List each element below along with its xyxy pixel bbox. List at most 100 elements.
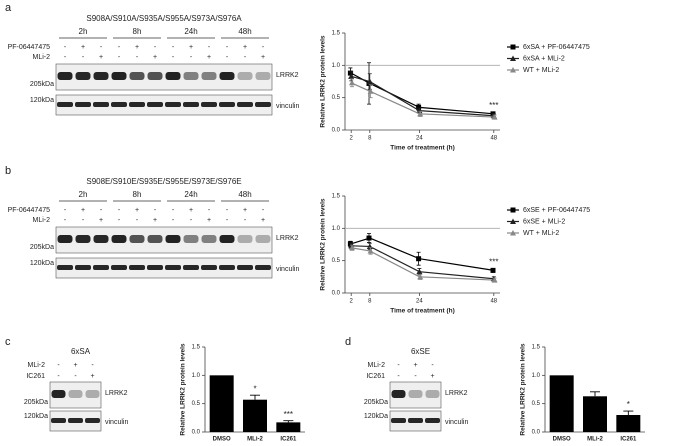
band	[57, 102, 73, 107]
series-line	[351, 75, 494, 117]
y-tick-label: 0.5	[532, 401, 541, 407]
band	[111, 235, 127, 243]
sign: -	[82, 217, 85, 224]
blot-lrrk2	[55, 63, 273, 91]
point	[367, 88, 374, 94]
x-tick-label: 48	[490, 136, 497, 142]
panel-label: c	[5, 336, 11, 348]
blot-vinculin	[55, 94, 273, 116]
error-bar	[283, 420, 294, 423]
band	[255, 235, 271, 243]
legend-marker	[510, 55, 516, 61]
band	[219, 102, 235, 107]
blot-title: S908A/S910A/S935A/S955A/S973A/S976A	[86, 14, 242, 23]
sign: -	[172, 54, 175, 61]
band	[183, 235, 199, 243]
sign: -	[91, 362, 94, 369]
sign: -	[118, 54, 121, 61]
y-tick-label: 1.5	[332, 194, 341, 200]
band	[57, 235, 73, 243]
y-tick-label: 1.0	[332, 226, 341, 232]
sign: -	[244, 54, 247, 61]
sign: -	[57, 362, 60, 369]
point	[491, 277, 498, 283]
y-tick-label: 1.0	[192, 373, 201, 379]
marker-label: 120kDa	[364, 413, 388, 420]
band-label: LRRK2	[105, 390, 128, 397]
blot-title: 6xSE	[411, 347, 430, 356]
sign: +	[189, 44, 193, 51]
time-label: 2h	[79, 190, 88, 199]
band	[75, 265, 91, 270]
band-label: vinculin	[445, 419, 468, 426]
x-tick-label: IC261	[620, 437, 637, 443]
band	[391, 418, 406, 423]
row-label: MLi-2	[367, 362, 385, 369]
x-tick-label: MLi-2	[247, 437, 263, 443]
band	[75, 72, 91, 80]
band	[93, 235, 109, 243]
y-tick-label: 1.5	[192, 345, 201, 351]
sign: +	[207, 54, 211, 61]
y-axis-label: Relative LRRK2 protein levels	[520, 343, 527, 435]
sign: -	[172, 207, 175, 214]
band-label: vinculin	[276, 266, 299, 273]
band	[129, 102, 145, 107]
panel-label: b	[5, 165, 11, 177]
y-axis-label: Relative LRRK2 protein levels	[320, 198, 327, 290]
sign: -	[208, 44, 211, 51]
band	[183, 102, 199, 107]
panel: b S908E/S910E/S935E/S955E/S973E/S976E 2h 8h…	[5, 165, 590, 315]
sign: -	[64, 54, 67, 61]
sign: -	[118, 44, 121, 51]
annotation: ***	[489, 258, 498, 267]
point	[416, 104, 422, 110]
blot-title: 6xSA	[71, 347, 91, 356]
bar	[616, 415, 641, 432]
band-label: LRRK2	[445, 390, 468, 397]
annotation: ***	[284, 410, 293, 419]
sign: -	[226, 44, 229, 51]
sign: -	[431, 362, 434, 369]
sign: -	[262, 207, 265, 214]
time-label: 48h	[238, 190, 251, 199]
y-tick-label: 1.0	[332, 63, 341, 69]
band	[147, 72, 163, 80]
marker-label: 205kDa	[30, 81, 54, 88]
band	[165, 265, 181, 270]
y-axis-label: Relative LRRK2 protein levels	[320, 35, 327, 127]
marker-label: 120kDa	[24, 413, 48, 420]
band	[147, 265, 163, 270]
band	[391, 390, 406, 398]
sign: -	[64, 207, 67, 214]
row-label: PF-06447475	[8, 207, 51, 214]
y-tick-label: 0.5	[332, 95, 341, 101]
band	[129, 265, 145, 270]
band	[255, 265, 271, 270]
y-tick-label: 0.0	[332, 291, 341, 297]
legend-label: 6xSA + PF-06447475	[523, 44, 590, 51]
x-tick-label: 24	[416, 299, 423, 305]
panel: d 6xSE MLi-2 - + - IC261 - - +205kDa 120kDa LRRK2 vi…	[345, 336, 645, 443]
band	[129, 235, 145, 243]
y-tick-label: 1.5	[332, 31, 341, 37]
point	[347, 241, 353, 247]
sign: -	[100, 44, 103, 51]
y-tick-label: 0.0	[532, 430, 541, 436]
sign: +	[99, 54, 103, 61]
sign: -	[244, 217, 247, 224]
sign: +	[261, 217, 265, 224]
x-tick-label: 2	[350, 136, 354, 142]
error-bar	[590, 391, 600, 397]
band	[93, 265, 109, 270]
sign: -	[136, 54, 139, 61]
y-tick-label: 1.5	[532, 345, 541, 351]
legend-label: WT + MLi-2	[523, 230, 559, 237]
sign: +	[81, 207, 85, 214]
row-label: IC261	[366, 373, 385, 380]
sign: +	[207, 217, 211, 224]
legend-label: WT + MLi-2	[523, 67, 559, 74]
band-label: vinculin	[276, 103, 299, 110]
x-tick-label: 8	[368, 299, 372, 305]
